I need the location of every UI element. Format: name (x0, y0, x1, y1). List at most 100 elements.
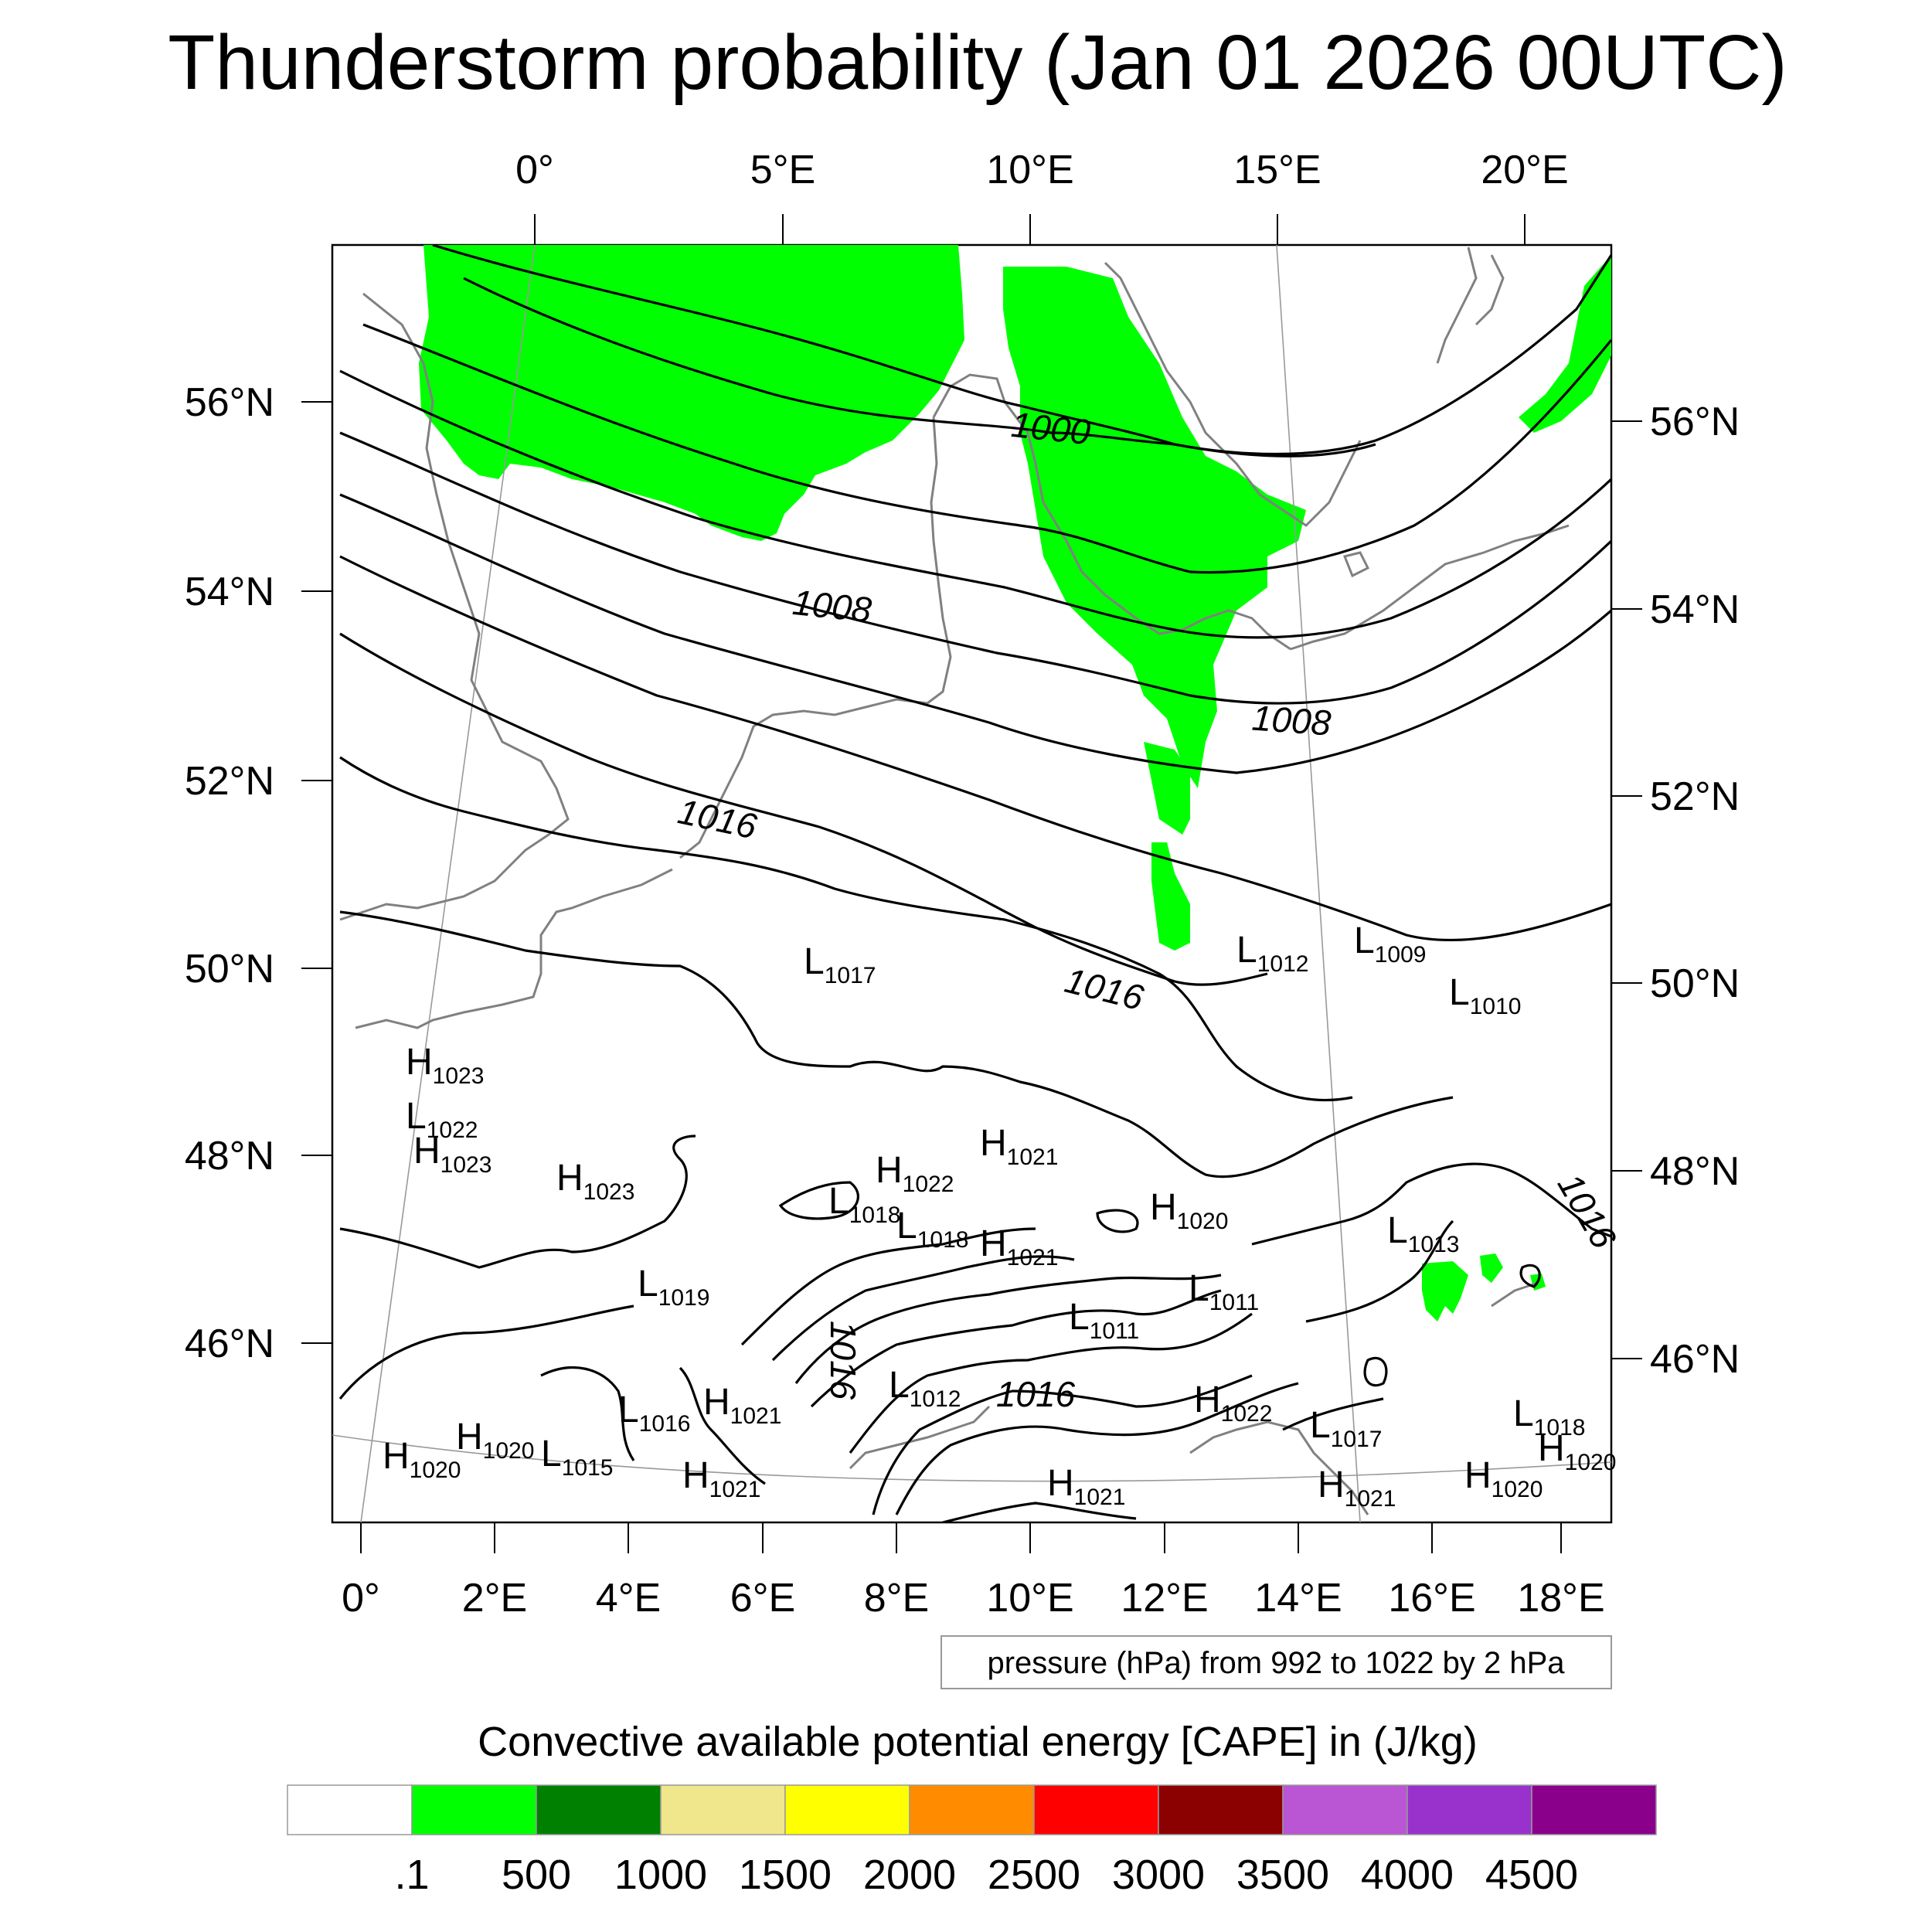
coast-netherlands (679, 417, 952, 859)
pressure-center-label: L1017 (804, 941, 876, 988)
isobar (339, 431, 1611, 705)
lat-label: 56°N (1650, 400, 1740, 444)
coast-sweden (1104, 261, 1362, 527)
lon-label: 10°E (986, 1576, 1073, 1621)
lon-label: 16°E (1388, 1576, 1475, 1621)
lat-label: 50°N (1650, 961, 1740, 1006)
lat-label: 48°N (1650, 1149, 1740, 1194)
pressure-center-label: L1016 (618, 1389, 690, 1437)
isobar (810, 1289, 1222, 1408)
colorbar-box (1158, 1784, 1284, 1835)
contour-label: 1000 (1009, 404, 1093, 452)
pressure-center-label: H1020 (456, 1417, 534, 1464)
colorbar-label: 4000 (1361, 1852, 1454, 1898)
lat-label: 46°N (185, 1321, 274, 1366)
colorbar-labels: .1 500 1000 1500 2000 2500 3000 3500 4000 4500 (394, 1852, 1578, 1898)
isobar (339, 1134, 696, 1269)
colorbar-label: 2500 (988, 1852, 1080, 1898)
lat-label: 52°N (1650, 774, 1740, 819)
pressure-center-label: H1020 (383, 1436, 461, 1483)
isobar-contours (338, 245, 1611, 1522)
contour-label: 1016 (996, 1374, 1076, 1414)
bottom-longitude-labels: 0° 2°E 4°E 6°E 8°E 10°E 12°E 14°E 16°E 1… (342, 1576, 1605, 1621)
isobar (339, 632, 1268, 986)
pressure-center-label: L1018 (828, 1181, 900, 1228)
colorbar-box (1406, 1784, 1532, 1835)
lon-label: 12°E (1121, 1576, 1208, 1621)
colorbar-box (660, 1784, 786, 1835)
isobar (339, 493, 1611, 774)
pressure-center-label: H1021 (980, 1123, 1058, 1170)
graticule (332, 245, 1611, 1522)
pressure-center-label: H1021 (703, 1382, 781, 1429)
top-longitude-labels: 0° 5°E 10°E 15°E 20°E (515, 148, 1569, 192)
isobar (771, 1255, 1075, 1362)
lon-label: 0° (515, 148, 554, 192)
colorbar-boxes (287, 1784, 1657, 1835)
coastlines (339, 247, 1570, 1515)
isobar (338, 1304, 634, 1400)
pressure-center-label: H1020 (1464, 1455, 1543, 1502)
isobar (895, 1382, 1299, 1515)
pressure-center-label: L1018 (1513, 1393, 1585, 1440)
colorbar-box (1531, 1784, 1657, 1835)
left-latitude-labels: 56°N 54°N 52°N 50°N 48°N 46°N (185, 380, 274, 1366)
lon-label: 10°E (986, 148, 1073, 192)
coast-estonia (1436, 247, 1478, 364)
pressure-center-label: L1019 (638, 1264, 709, 1311)
pressure-center-label: L1010 (1449, 972, 1521, 1019)
coast-italy-north (849, 1405, 991, 1470)
isobar (1363, 1356, 1388, 1387)
isobar (339, 369, 1611, 639)
tick-marks (301, 214, 1642, 1553)
lon-label: 4°E (596, 1576, 661, 1621)
colorbar-label: 2000 (863, 1852, 956, 1898)
colorbar-label: .1 (394, 1852, 429, 1898)
lat-label: 56°N (185, 380, 274, 425)
lat-label: 52°N (185, 759, 274, 804)
pressure-center-label: H1021 (980, 1223, 1058, 1270)
isobar (540, 1366, 635, 1461)
isobar (1096, 1209, 1139, 1233)
isobar (849, 1312, 1253, 1454)
contour-label: 1008 (791, 582, 874, 630)
cape-region-lithuania (1519, 255, 1611, 433)
colorbar: Convective available potential energy [C… (287, 1719, 1657, 1898)
colorbar-label: 500 (502, 1852, 571, 1898)
colorbar-box (1282, 1784, 1408, 1835)
isobar (339, 555, 1611, 942)
map-plot-area: 1000 1008 1008 1016 1016 1016 1016 1016 … (331, 243, 1624, 1524)
coast-gotland (1475, 254, 1505, 326)
cape-region-hungary (1422, 1261, 1468, 1321)
pressure-center-label: L1012 (1236, 930, 1308, 977)
pressure-center-label: H1020 (1538, 1428, 1616, 1475)
colorbar-label: 4500 (1485, 1852, 1578, 1898)
colorbar-box (411, 1784, 537, 1835)
pressure-center-label: H1021 (682, 1455, 760, 1502)
pressure-center-label: H1023 (406, 1042, 484, 1089)
lon-label: 6°E (730, 1576, 795, 1621)
colorbar-box (536, 1784, 662, 1835)
cape-region-czech (1151, 842, 1190, 951)
cape-region-baltic (1003, 267, 1306, 788)
colorbar-box (784, 1784, 910, 1835)
pressure-center-label: L1011 (1069, 1297, 1139, 1344)
coast-france-north (355, 868, 673, 1029)
isobar (740, 1227, 1036, 1346)
lon-label: 8°E (864, 1576, 929, 1621)
right-latitude-labels: 56°N 54°N 52°N 50°N 48°N 46°N (1650, 400, 1740, 1382)
pressure-center-label: L1012 (889, 1365, 961, 1412)
colorbar-box (1033, 1784, 1159, 1835)
isobar (1519, 1264, 1541, 1288)
pressure-center-label: L1018 (896, 1206, 968, 1253)
lon-label: 20°E (1481, 148, 1568, 192)
lat-label: 54°N (1650, 587, 1740, 632)
isobar (1282, 1397, 1384, 1431)
colorbar-box (909, 1784, 1035, 1835)
contour-label: 1008 (1250, 698, 1332, 743)
pressure-center-label: H1021 (1318, 1464, 1396, 1512)
isobar (339, 910, 1454, 1179)
isobar (942, 1502, 1137, 1522)
isobar (794, 1274, 1222, 1384)
coast-bornholm (1342, 551, 1370, 578)
